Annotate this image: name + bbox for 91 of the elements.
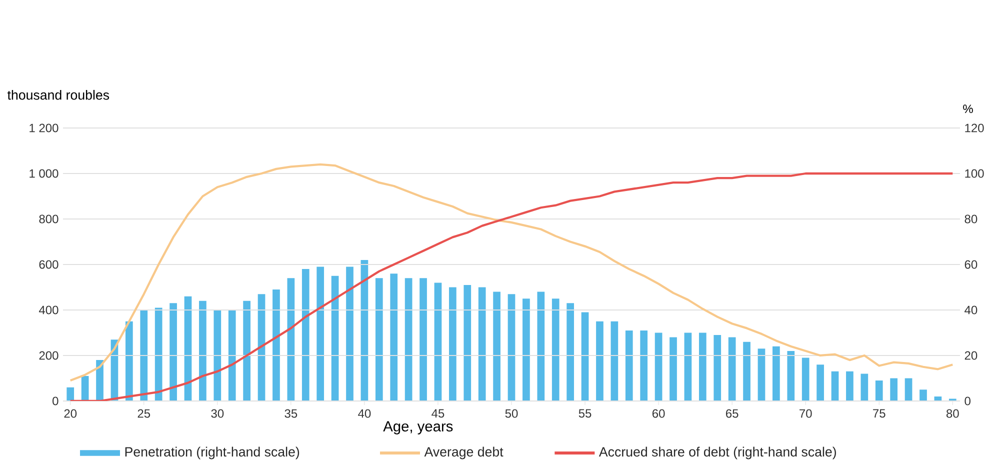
bar	[375, 278, 383, 401]
y-axis-title: thousand roubles	[7, 90, 110, 100]
bar	[743, 342, 750, 401]
bar	[596, 321, 604, 401]
bar	[552, 298, 560, 401]
bar	[904, 378, 912, 401]
legend-label: Accrued share of debt (right-hand scale)	[598, 446, 836, 460]
bar	[758, 348, 766, 401]
bar	[360, 260, 368, 401]
bar	[331, 276, 339, 401]
bar	[802, 358, 810, 401]
x-tick-label: 40	[358, 409, 371, 418]
y2-tick-label: 40	[964, 306, 978, 314]
bar	[96, 360, 104, 401]
bar	[846, 371, 854, 401]
y-tick-label: 400	[38, 306, 58, 314]
y2-tick-label: 80	[964, 214, 978, 224]
bar	[346, 266, 354, 401]
bar	[537, 292, 545, 401]
y-tick-label: 200	[39, 351, 58, 360]
bar	[449, 287, 456, 401]
bar	[566, 303, 574, 401]
bar	[625, 330, 633, 401]
bar	[464, 284, 472, 401]
x-tick-label: 65	[726, 409, 738, 418]
y-tick-label: 800	[39, 214, 58, 224]
y2-tick-label: 100	[965, 169, 984, 178]
bar	[140, 310, 148, 401]
x-tick-label: 50	[505, 409, 518, 418]
bar	[404, 278, 412, 401]
bar	[684, 332, 692, 401]
bar	[640, 330, 648, 401]
bar	[670, 337, 677, 401]
bar	[860, 374, 868, 401]
x-axis-title: Age, years	[383, 421, 453, 434]
bar	[493, 292, 500, 401]
y2-axis-title: %	[963, 104, 973, 114]
bar	[199, 300, 206, 401]
legend-label: Penetration (right-hand scale)	[125, 446, 300, 460]
y-tick-label: 1 200	[30, 124, 58, 132]
bar	[214, 310, 222, 401]
y2-tick-label: 60	[964, 260, 978, 269]
y2-tick-label: 0	[964, 396, 970, 406]
bar	[184, 296, 192, 401]
x-tick-label: 35	[284, 409, 298, 418]
x-tick-label: 80	[946, 409, 959, 418]
x-tick-label: 30	[211, 409, 224, 418]
bar	[698, 332, 706, 401]
legend-label: Average debt	[424, 446, 504, 460]
y-tick-label: 1 000	[30, 169, 58, 178]
bar	[654, 332, 662, 401]
bar	[610, 321, 618, 401]
bar	[125, 321, 133, 401]
bar	[522, 298, 530, 401]
x-tick-label: 55	[578, 409, 592, 418]
y-tick-label: 0	[52, 396, 58, 406]
bar	[66, 387, 74, 401]
bar	[816, 364, 824, 401]
bar	[772, 346, 780, 401]
bar	[728, 337, 736, 401]
bar	[316, 266, 324, 401]
bar	[170, 303, 177, 401]
bar	[831, 371, 839, 401]
bar	[478, 287, 486, 401]
x-tick-label: 45	[432, 409, 444, 418]
bar	[272, 290, 280, 401]
y2-tick-label: 20	[964, 351, 978, 360]
bar	[302, 269, 310, 401]
bar	[890, 378, 898, 401]
bar	[920, 390, 927, 401]
bar	[258, 294, 266, 401]
bar	[154, 308, 162, 401]
y-tick-label: 600	[39, 260, 58, 269]
bar	[420, 278, 427, 401]
x-tick-label: 20	[64, 409, 77, 418]
bar	[228, 310, 236, 401]
bar	[434, 282, 442, 401]
bar	[508, 294, 516, 401]
bar	[287, 278, 295, 401]
bar	[714, 335, 722, 401]
bar	[875, 380, 883, 401]
x-tick-label: 70	[800, 409, 812, 418]
x-tick-label: 25	[138, 409, 150, 418]
bar	[390, 274, 398, 401]
x-tick-label: 75	[873, 409, 886, 418]
bar	[81, 376, 89, 401]
y2-tick-label: 120	[965, 124, 984, 132]
bar	[581, 312, 589, 401]
bar	[787, 350, 795, 401]
bar	[243, 300, 250, 401]
x-tick-label: 60	[652, 409, 665, 418]
